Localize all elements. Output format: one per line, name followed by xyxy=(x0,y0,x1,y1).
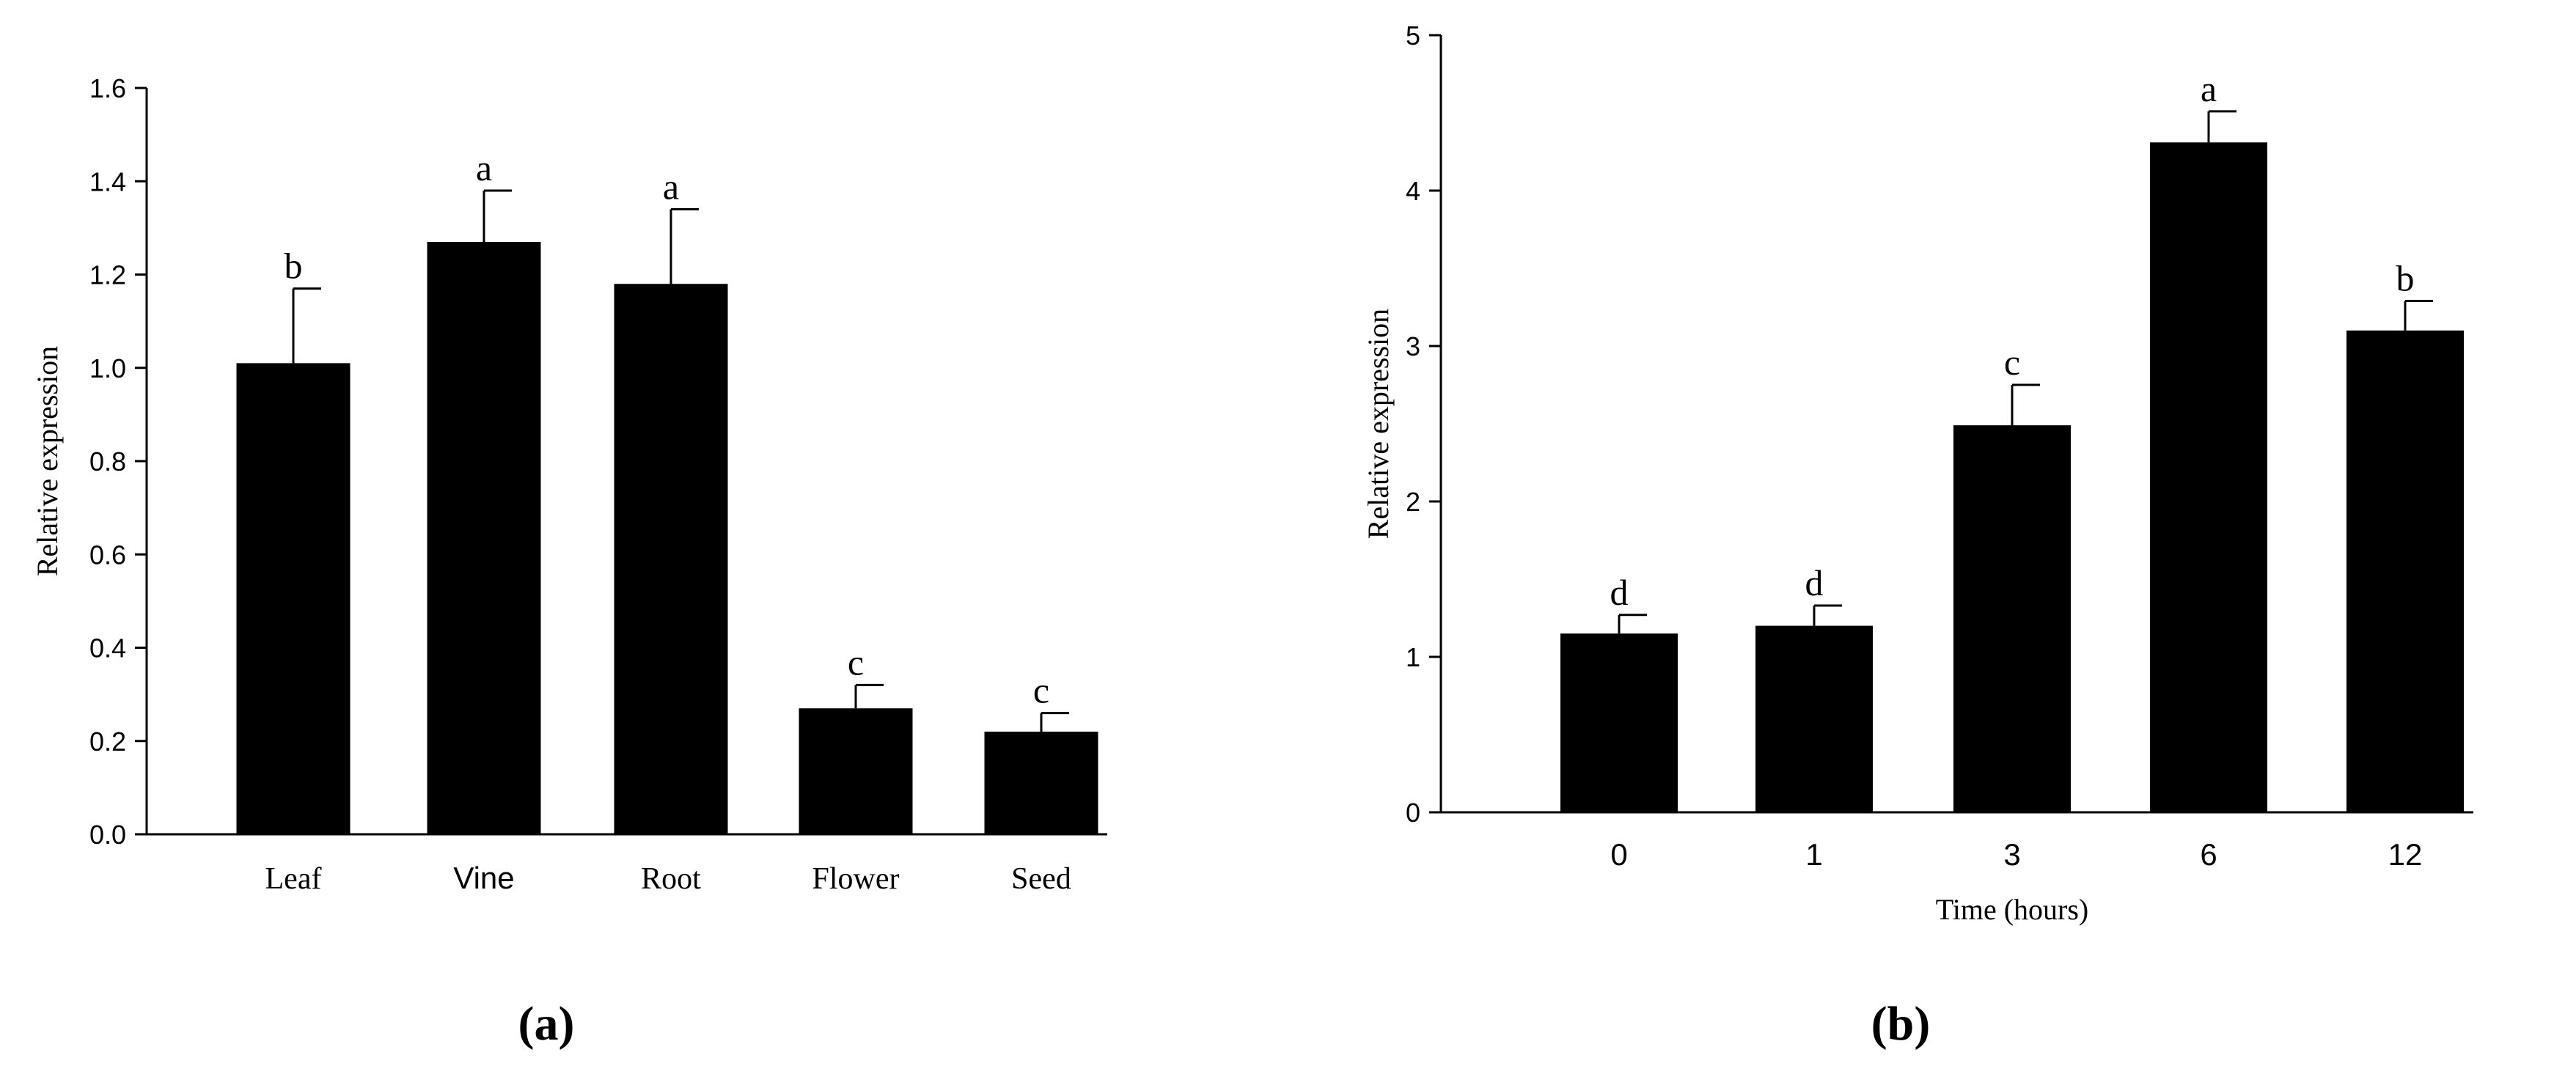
bar xyxy=(799,708,913,834)
bar xyxy=(1953,425,2071,812)
bar xyxy=(1755,625,1873,812)
y-tick-label: 0 xyxy=(1406,798,1420,828)
y-tick-label: 2 xyxy=(1406,487,1420,517)
x-tick-label: 6 xyxy=(2200,837,2217,872)
bar xyxy=(614,284,728,835)
y-tick-label: 0.0 xyxy=(89,820,126,850)
bar xyxy=(236,363,351,834)
bar xyxy=(2346,330,2464,812)
significance-letter: c xyxy=(1033,670,1049,711)
y-tick-label: 1 xyxy=(1406,642,1420,672)
panel-label: (a) xyxy=(518,997,575,1051)
bar xyxy=(984,732,1098,834)
x-tick-label: Seed xyxy=(1011,862,1071,896)
x-tick-label: 12 xyxy=(2388,837,2423,872)
x-tick-label: Leaf xyxy=(265,862,322,896)
x-axis-label: Time (hours) xyxy=(1936,893,2089,926)
x-tick-label: Root xyxy=(641,862,701,896)
y-tick-label: 1.6 xyxy=(89,73,126,103)
y-tick-label: 4 xyxy=(1406,176,1420,206)
significance-letter: a xyxy=(663,166,679,207)
significance-letter: d xyxy=(1805,562,1824,603)
panel-label: (b) xyxy=(1871,997,1931,1051)
y-tick-label: 0.8 xyxy=(89,446,126,477)
chart-panel-a: 0.0 0.2 0.4 0.6 0.8 1.0 1.2 1.4 1.6 b Leaf a Vine a Ro… xyxy=(31,73,1107,1051)
y-tick-label: 0.2 xyxy=(89,727,126,757)
significance-letter: b xyxy=(2396,258,2415,299)
significance-letter: d xyxy=(1610,572,1629,613)
bar xyxy=(427,241,541,834)
x-tick-label: 0 xyxy=(1610,837,1627,872)
x-tick-label: 1 xyxy=(1805,837,1822,872)
y-tick-label: 0.6 xyxy=(89,540,126,570)
significance-letter: a xyxy=(2201,68,2217,109)
y-axis-label: Relative expression xyxy=(31,346,64,576)
x-tick-label: Flower xyxy=(812,862,900,896)
significance-letter: a xyxy=(476,147,492,188)
bar xyxy=(1560,633,1678,812)
significance-letter: b xyxy=(285,246,303,287)
y-axis-label: Relative expression xyxy=(1362,309,1395,539)
y-tick-label: 1.2 xyxy=(89,260,126,290)
y-tick-label: 3 xyxy=(1406,331,1420,361)
y-tick-label: 1.4 xyxy=(89,166,126,196)
y-tick-label: 5 xyxy=(1406,21,1420,51)
significance-letter: c xyxy=(2004,342,2020,383)
bar xyxy=(2150,142,2267,812)
y-tick-label: 0.4 xyxy=(89,633,126,663)
x-tick-label: Vine xyxy=(453,861,514,895)
x-tick-label: 3 xyxy=(2003,837,2020,872)
y-tick-label: 1.0 xyxy=(89,353,126,383)
significance-letter: c xyxy=(848,641,864,683)
